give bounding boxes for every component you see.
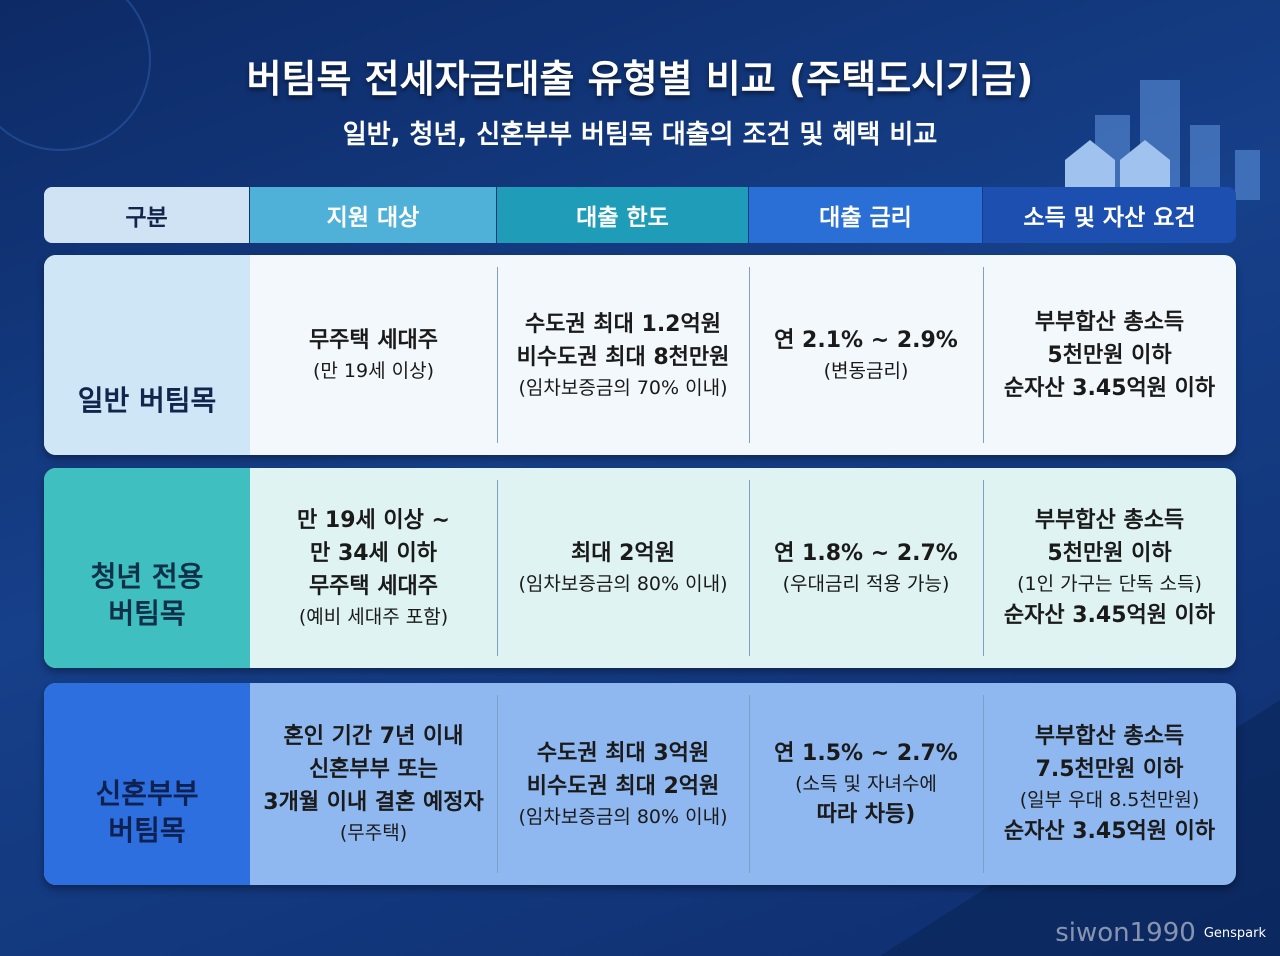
- column-separator: [983, 480, 984, 656]
- cell-line: (무주택): [339, 822, 408, 845]
- cell-line: (일부 우대 8.5천만원): [1019, 789, 1200, 812]
- table-cell: 최대 2억원 (임차보증금의 80% 이내): [497, 468, 749, 668]
- cell-line: (만 19세 이상): [312, 360, 434, 383]
- column-separator: [497, 480, 498, 656]
- cell-line: 따라 차등): [816, 802, 916, 828]
- cell-line: 만 19세 이상 ~: [297, 508, 450, 534]
- cell-line: 연 2.1% ~ 2.9%: [774, 328, 958, 354]
- row-label-line: 청년 전용: [90, 560, 204, 594]
- column-separator: [497, 267, 498, 443]
- cell-line: (임차보증금의 70% 이내): [518, 376, 728, 399]
- cell-line: 비수도권 최대 2억원: [526, 773, 720, 799]
- subtitle: 일반, 청년, 신혼부부 버팀목 대출의 조건 및 혜택 비교: [342, 120, 938, 150]
- column-separator: [497, 695, 498, 873]
- cell-line: 수도권 최대 3억원: [536, 740, 710, 766]
- table-cell: 연 1.8% ~ 2.7% (우대금리 적용 가능): [749, 468, 983, 668]
- cell-line: (1인 가구는 단독 소득): [1017, 573, 1202, 596]
- column-header: 지원 대상: [250, 187, 496, 243]
- title: 버팀목 전세자금대출 유형별 비교 (주택도시기금): [246, 57, 1034, 101]
- cell-line: 최대 2억원: [571, 541, 675, 567]
- table-cell: 연 2.1% ~ 2.9% (변동금리): [749, 255, 983, 455]
- row-label-line: 일반 버팀목: [77, 383, 217, 417]
- column-separator: [983, 695, 984, 873]
- column-separator: [749, 695, 750, 873]
- row-label-line: 버팀목: [108, 596, 186, 630]
- cell-line: (예비 세대주 포함): [298, 606, 449, 629]
- cell-line: 비수도권 최대 8천만원: [516, 344, 730, 370]
- cell-line: (소득 및 자녀수에: [795, 772, 937, 795]
- cell-line: 만 34세 이하: [310, 541, 437, 567]
- cell-line: (임차보증금의 80% 이내): [518, 805, 728, 828]
- cell-line: 순자산 3.45억원 이하: [1003, 818, 1216, 844]
- row-label-line: 버팀목: [108, 813, 186, 847]
- cell-line: 부부합산 총소득: [1034, 309, 1185, 335]
- row-label: 일반 버팀목: [44, 255, 250, 455]
- cell-line: (우대금리 적용 가능): [782, 573, 950, 596]
- cell-line: 수도권 최대 1.2억원: [525, 311, 721, 337]
- column-separator: [983, 267, 984, 443]
- cell-line: (임차보증금의 80% 이내): [518, 573, 728, 596]
- cell-line: 혼인 기간 7년 이내: [283, 724, 464, 750]
- cell-line: 순자산 3.45억원 이하: [1003, 375, 1216, 401]
- footer: siwon1990 Genspark: [1055, 918, 1266, 948]
- column-header: 구분: [44, 187, 249, 243]
- cell-line: 3개월 이내 결혼 예정자: [263, 790, 484, 816]
- cell-line: 연 1.8% ~ 2.7%: [774, 541, 958, 567]
- column-separator: [749, 267, 750, 443]
- table-cell: 무주택 세대주 (만 19세 이상): [250, 255, 497, 455]
- cell-line: 5천만원 이하: [1047, 342, 1172, 368]
- column-header: 대출 한도: [497, 187, 748, 243]
- column-header: 소득 및 자산 요건: [983, 187, 1236, 243]
- row-label: 신혼부부 버팀목: [44, 683, 250, 885]
- cell-line: 부부합산 총소득: [1034, 508, 1185, 534]
- cell-line: 연 1.5% ~ 2.7%: [774, 740, 958, 766]
- table-cell: 부부합산 총소득 7.5천만원 이하 (일부 우대 8.5천만원) 순자산 3.45억…: [983, 683, 1236, 885]
- row-label-line: 신혼부부: [95, 777, 199, 811]
- cell-line: 부부합산 총소득: [1034, 724, 1185, 750]
- watermark: siwon1990: [1055, 918, 1196, 948]
- column-separator: [749, 480, 750, 656]
- cell-line: 5천만원 이하: [1047, 541, 1172, 567]
- cell-line: 신혼부부 또는: [308, 757, 439, 783]
- brand: Genspark: [1203, 925, 1266, 941]
- cell-line: 무주택 세대주: [308, 574, 439, 600]
- cell-line: 순자산 3.45억원 이하: [1003, 602, 1216, 628]
- cell-line: (변동금리): [823, 360, 909, 383]
- cell-line: 7.5천만원 이하: [1035, 757, 1184, 783]
- column-header: 대출 금리: [749, 187, 982, 243]
- table-cell: 부부합산 총소득 5천만원 이하 (1인 가구는 단독 소득) 순자산 3.45억원 …: [983, 468, 1236, 668]
- row-label: 청년 전용 버팀목: [44, 468, 250, 668]
- cell-line: 무주택 세대주: [308, 328, 439, 354]
